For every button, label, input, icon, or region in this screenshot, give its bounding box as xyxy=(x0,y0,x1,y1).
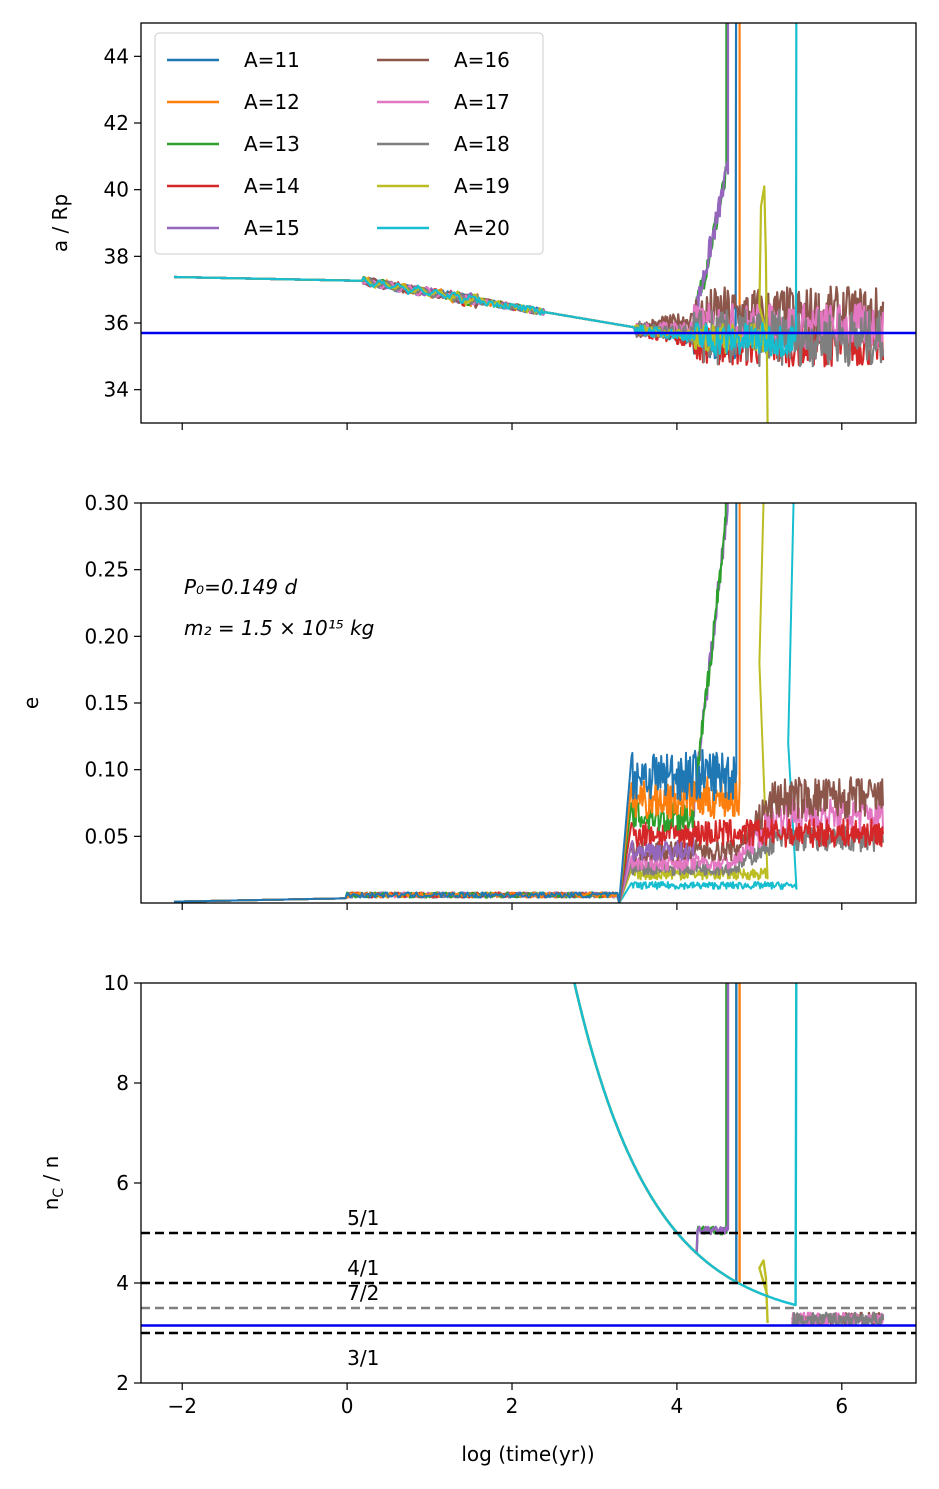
legend-label: A=15 xyxy=(244,216,300,240)
y-tick-label: 0.15 xyxy=(84,691,129,715)
y-tick-label: 40 xyxy=(104,178,129,202)
legend: A=11 A=12 A=13 A=14 A=15 A=16 A=17 A=18 A=19 A=20 xyxy=(154,32,544,255)
y-tick-label: 8 xyxy=(116,1071,129,1095)
annotation-period: P₀=0.149 d xyxy=(184,575,297,599)
y-tick-label: 0.25 xyxy=(84,558,129,582)
x-tick-label: −2 xyxy=(167,1394,196,1418)
series-line-A=11 xyxy=(173,503,738,903)
y-tick-label: 38 xyxy=(104,244,129,268)
y-tick-label: 36 xyxy=(104,311,129,335)
ylabel-nc-over-n: nC / n xyxy=(39,1156,67,1211)
series-line-A=20 xyxy=(174,23,798,358)
y-tick-label: 0.20 xyxy=(84,624,129,648)
ylabel-a-over-rp: a / Rp xyxy=(48,194,72,252)
panel-a-over-rp: 34 36 38 40 42 44 a / Rp A=11 A=12 A=13 A=14 A=15… xyxy=(48,22,917,430)
y-tick-label: 4 xyxy=(116,1271,129,1295)
resonance-label: 7/2 xyxy=(347,1281,379,1305)
xlabel: log (time(yr)) xyxy=(461,1442,594,1466)
y-tick-label: 44 xyxy=(104,44,129,68)
panel-nc-over-n: −2 0 2 4 6 2 4 6 8 10 5/1 4/17/2 3/1 nC / n log (ti… xyxy=(39,971,917,1466)
legend-label: A=13 xyxy=(244,132,300,156)
panel-eccentricity: 0.05 0.10 0.15 0.20 0.25 0.30 e P₀=0.149 d m₂… xyxy=(19,491,917,910)
series-line-A=20 xyxy=(573,983,798,1307)
annotation-mass: m₂ = 1.5 × 10¹⁵ kg xyxy=(184,616,374,640)
legend-box xyxy=(154,32,544,255)
ylabel-e: e xyxy=(19,697,43,709)
legend-label: A=16 xyxy=(454,48,510,72)
resonance-label: 3/1 xyxy=(347,1346,379,1370)
axes-frame xyxy=(140,22,917,424)
x-tick-label: 6 xyxy=(835,1394,848,1418)
legend-label: A=19 xyxy=(454,174,510,198)
resonance-label: 4/1 xyxy=(347,1256,379,1280)
y-tick-label: 0.10 xyxy=(84,758,129,782)
legend-label: A=12 xyxy=(244,90,300,114)
x-tick-label: 4 xyxy=(671,1394,684,1418)
legend-label: A=18 xyxy=(454,132,510,156)
legend-label: A=20 xyxy=(454,216,510,240)
y-tick-label: 2 xyxy=(116,1371,129,1395)
legend-label: A=14 xyxy=(244,174,300,198)
y-tick-label: 10 xyxy=(104,971,129,995)
y-tick-label: 0.05 xyxy=(84,824,129,848)
legend-label: A=11 xyxy=(244,48,300,72)
resonance-label: 5/1 xyxy=(347,1206,379,1230)
series-line-A=18 xyxy=(791,1311,885,1327)
y-tick-label: 6 xyxy=(116,1171,129,1195)
y-tick-label: 42 xyxy=(104,111,129,135)
y-tick-label: 0.30 xyxy=(84,491,129,515)
x-tick-label: 0 xyxy=(341,1394,354,1418)
y-tick-label: 34 xyxy=(104,378,129,402)
x-tick-label: 2 xyxy=(506,1394,519,1418)
legend-label: A=17 xyxy=(454,90,510,114)
